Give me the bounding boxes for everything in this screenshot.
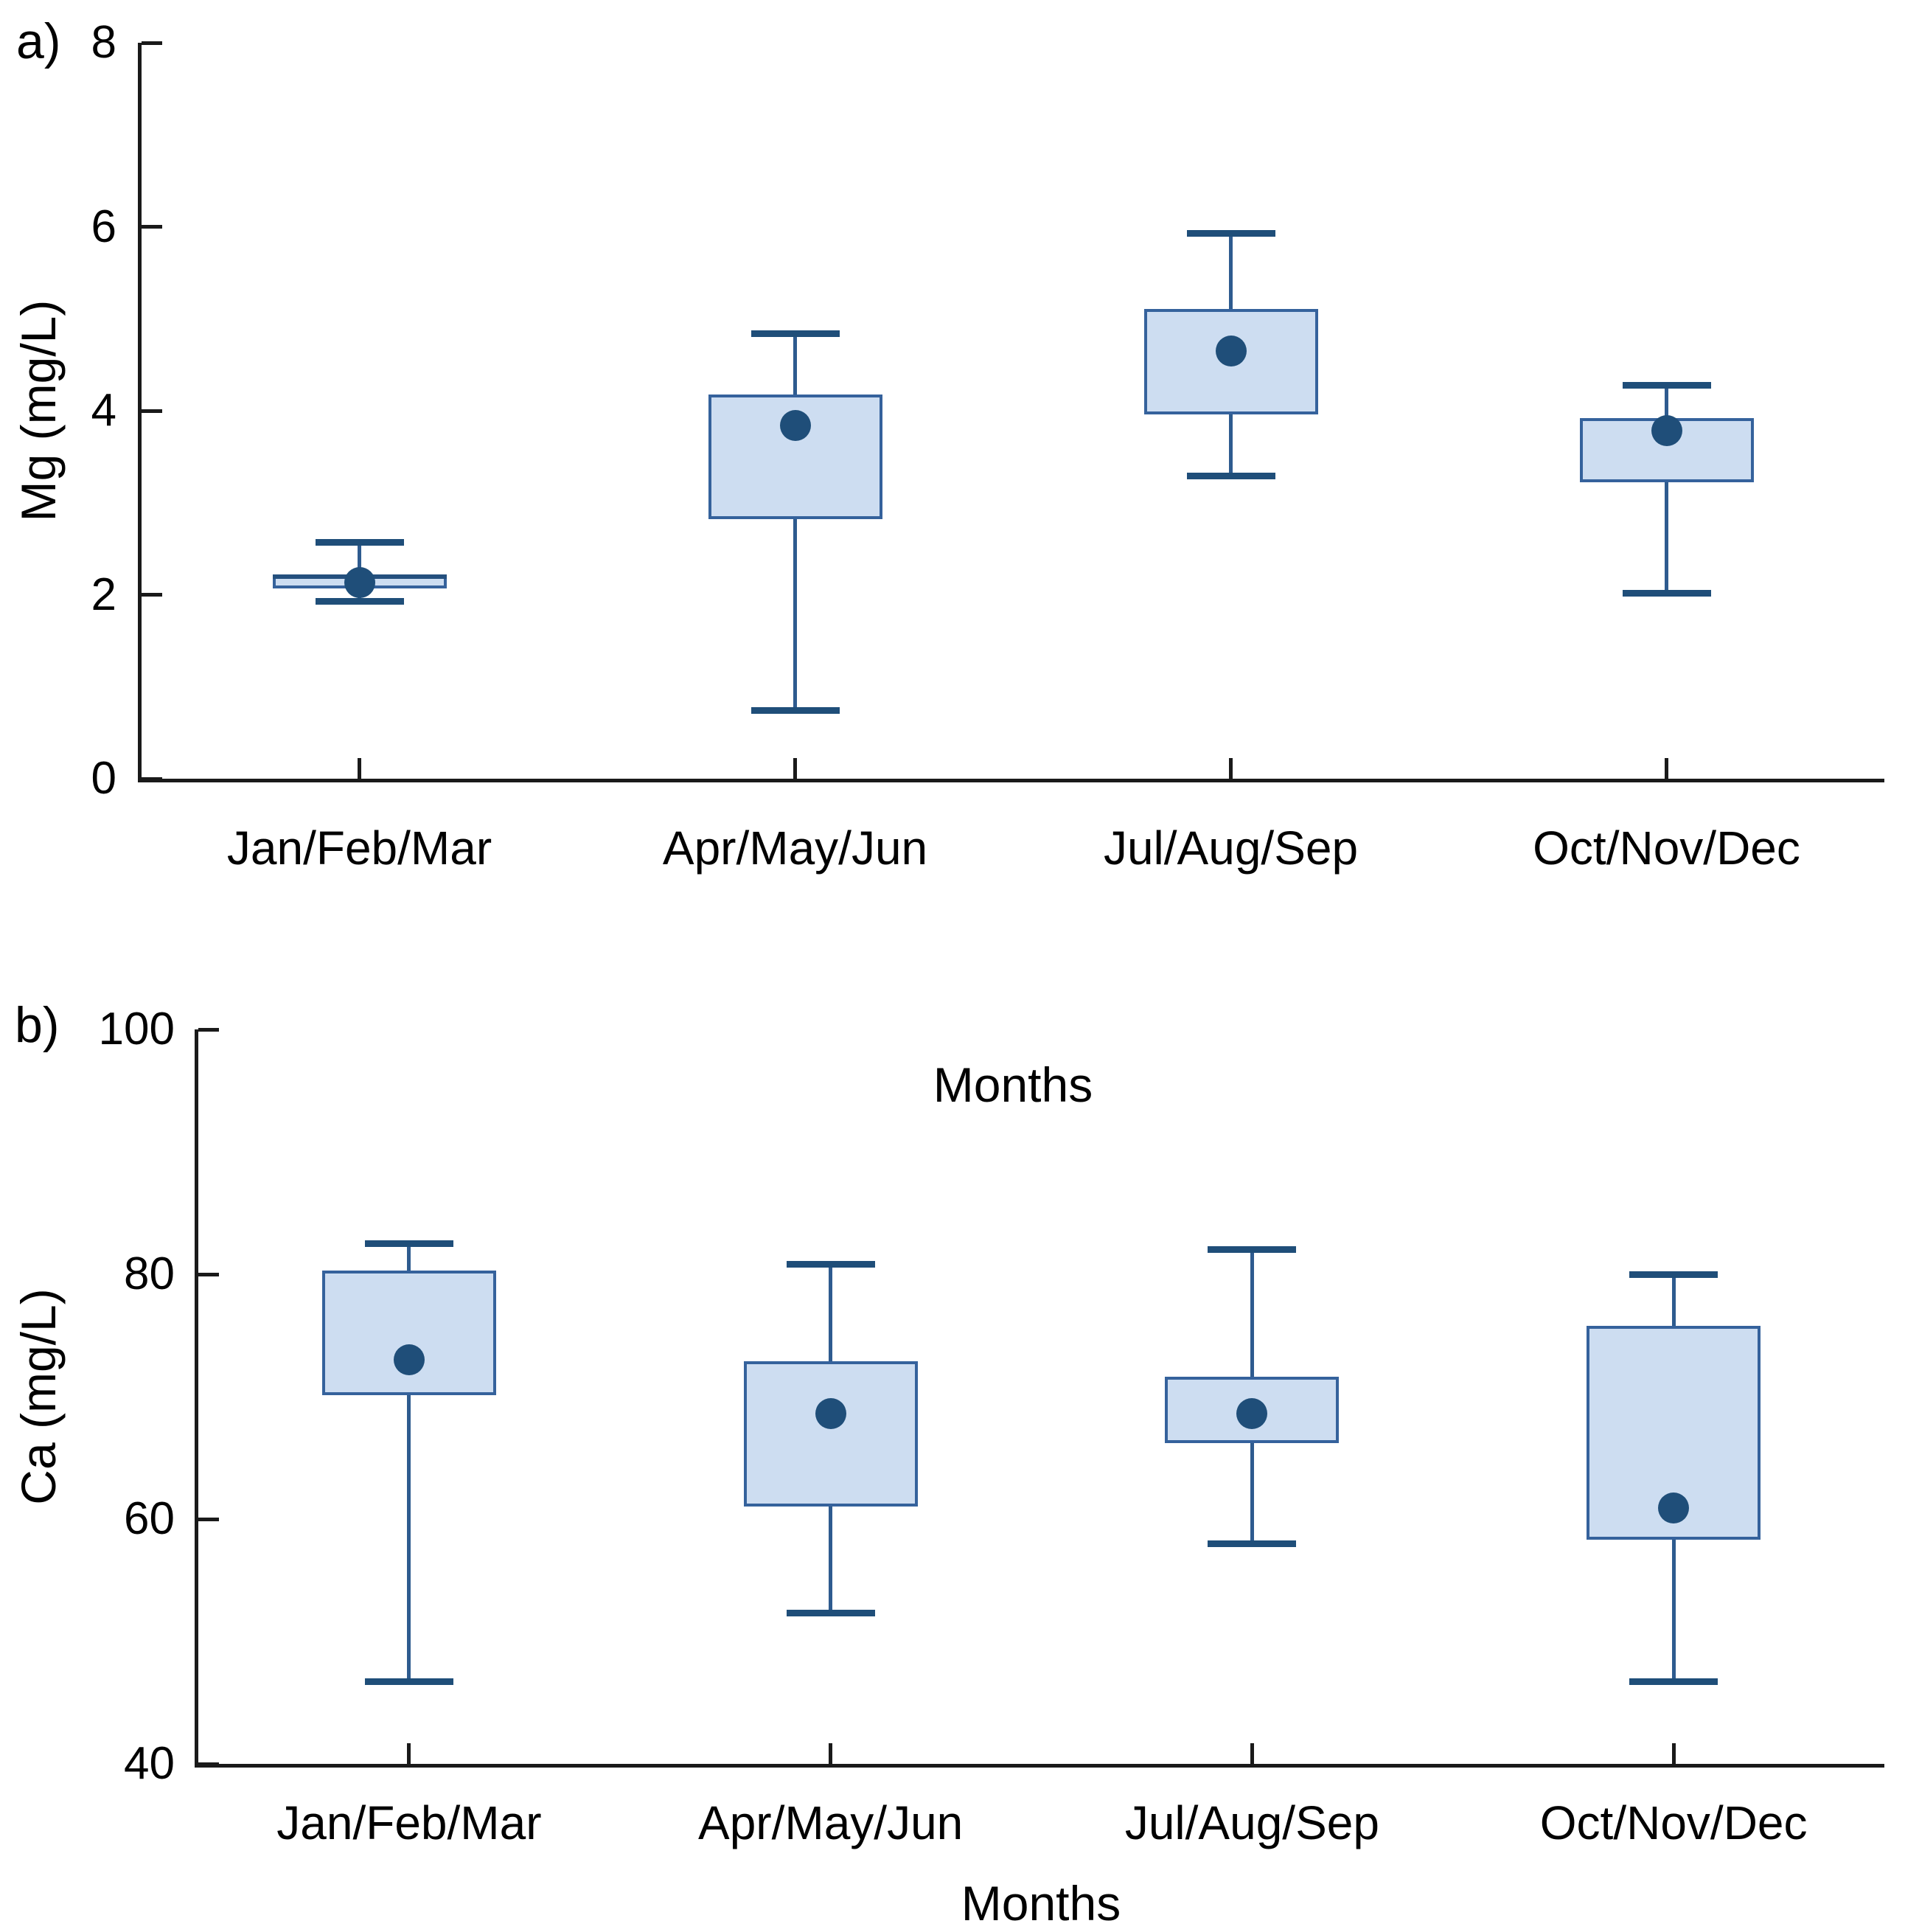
x-category-label: Jan/Feb/Mar bbox=[276, 1796, 542, 1849]
y-tick-label: 80 bbox=[124, 1248, 175, 1299]
mean-dot bbox=[1236, 1398, 1268, 1430]
whisker-cap-top bbox=[1622, 381, 1711, 389]
y-tick bbox=[142, 41, 162, 45]
x-tick bbox=[1229, 758, 1233, 779]
mean-dot bbox=[779, 409, 811, 441]
y-tick bbox=[198, 1517, 219, 1521]
y-tick-label: 60 bbox=[124, 1493, 175, 1544]
mean-dot bbox=[815, 1398, 846, 1430]
y-tick bbox=[142, 409, 162, 413]
x-axis-line bbox=[138, 779, 1884, 782]
x-tick bbox=[1665, 758, 1668, 779]
whisker-cap-top bbox=[786, 1261, 875, 1268]
whisker-cap-bottom bbox=[1186, 473, 1275, 480]
x-category-label: Apr/May/Jun bbox=[698, 1796, 964, 1849]
whisker-cap-top bbox=[315, 538, 404, 546]
y-tick-label: 8 bbox=[91, 17, 116, 68]
mean-dot bbox=[344, 567, 375, 599]
mean-dot bbox=[393, 1344, 425, 1376]
whisker-line bbox=[1665, 385, 1668, 593]
y-tick-label: 40 bbox=[124, 1738, 175, 1789]
x-category-label: Jul/Aug/Sep bbox=[1103, 821, 1359, 875]
whisker-cap-bottom bbox=[1622, 589, 1711, 597]
chart-panel-mg: a) Mg (mg/L) Months 0 2 4 6 8 Jan/Feb/Mar Apr/May… bbox=[11, 13, 1884, 1109]
y-tick-label: 6 bbox=[91, 201, 116, 252]
mean-dot bbox=[1658, 1493, 1690, 1524]
iqr-box bbox=[321, 1271, 496, 1396]
x-tick bbox=[358, 758, 361, 779]
iqr-box bbox=[1587, 1325, 1761, 1540]
x-axis-line bbox=[195, 1764, 1884, 1768]
whisker-cap-top bbox=[1208, 1246, 1297, 1254]
y-tick-label: 0 bbox=[91, 753, 116, 804]
x-tick bbox=[1671, 1743, 1676, 1764]
y-tick bbox=[198, 1027, 219, 1032]
whisker-cap-top bbox=[750, 330, 840, 337]
whisker-cap-bottom bbox=[1629, 1678, 1718, 1686]
y-tick-label: 2 bbox=[91, 569, 116, 620]
whisker-cap-bottom bbox=[364, 1678, 453, 1686]
iqr-box bbox=[743, 1361, 918, 1507]
x-category-label: Oct/Nov/Dec bbox=[1533, 821, 1800, 875]
y-tick bbox=[142, 593, 162, 597]
x-category-label: Jul/Aug/Sep bbox=[1124, 1796, 1379, 1849]
x-axis-title: Months bbox=[961, 1876, 1121, 1931]
whisker-cap-bottom bbox=[750, 707, 840, 715]
x-tick bbox=[793, 758, 797, 779]
whisker-cap-bottom bbox=[1208, 1540, 1297, 1547]
mean-dot bbox=[1215, 335, 1247, 366]
x-axis-title: Months bbox=[933, 1057, 1093, 1112]
mean-dot bbox=[1651, 415, 1682, 447]
y-tick bbox=[142, 776, 162, 781]
x-category-label: Apr/May/Jun bbox=[662, 821, 928, 875]
y-tick bbox=[198, 1762, 219, 1766]
x-category-label: Oct/Nov/Dec bbox=[1539, 1796, 1808, 1849]
y-tick-label: 100 bbox=[98, 1004, 175, 1054]
y-axis-line bbox=[195, 1029, 198, 1768]
y-tick bbox=[142, 225, 162, 229]
x-tick bbox=[407, 1743, 411, 1764]
x-tick bbox=[829, 1743, 833, 1764]
panel-label: a) bbox=[16, 13, 61, 69]
whisker-line bbox=[407, 1243, 411, 1682]
y-tick-label: 4 bbox=[91, 385, 116, 436]
whisker-cap-bottom bbox=[786, 1610, 875, 1617]
whisker-cap-top bbox=[1186, 229, 1275, 237]
whisker-line bbox=[793, 333, 797, 711]
y-axis-line bbox=[138, 43, 142, 782]
whisker-cap-bottom bbox=[315, 597, 404, 605]
y-tick bbox=[198, 1272, 219, 1276]
panel-label: b) bbox=[15, 997, 60, 1053]
whisker-cap-top bbox=[364, 1240, 453, 1247]
y-axis-title: Ca (mg/L) bbox=[11, 1288, 66, 1505]
x-tick bbox=[1250, 1743, 1254, 1764]
whisker-cap-top bbox=[1629, 1271, 1718, 1278]
x-category-label: Jan/Feb/Mar bbox=[226, 821, 492, 875]
